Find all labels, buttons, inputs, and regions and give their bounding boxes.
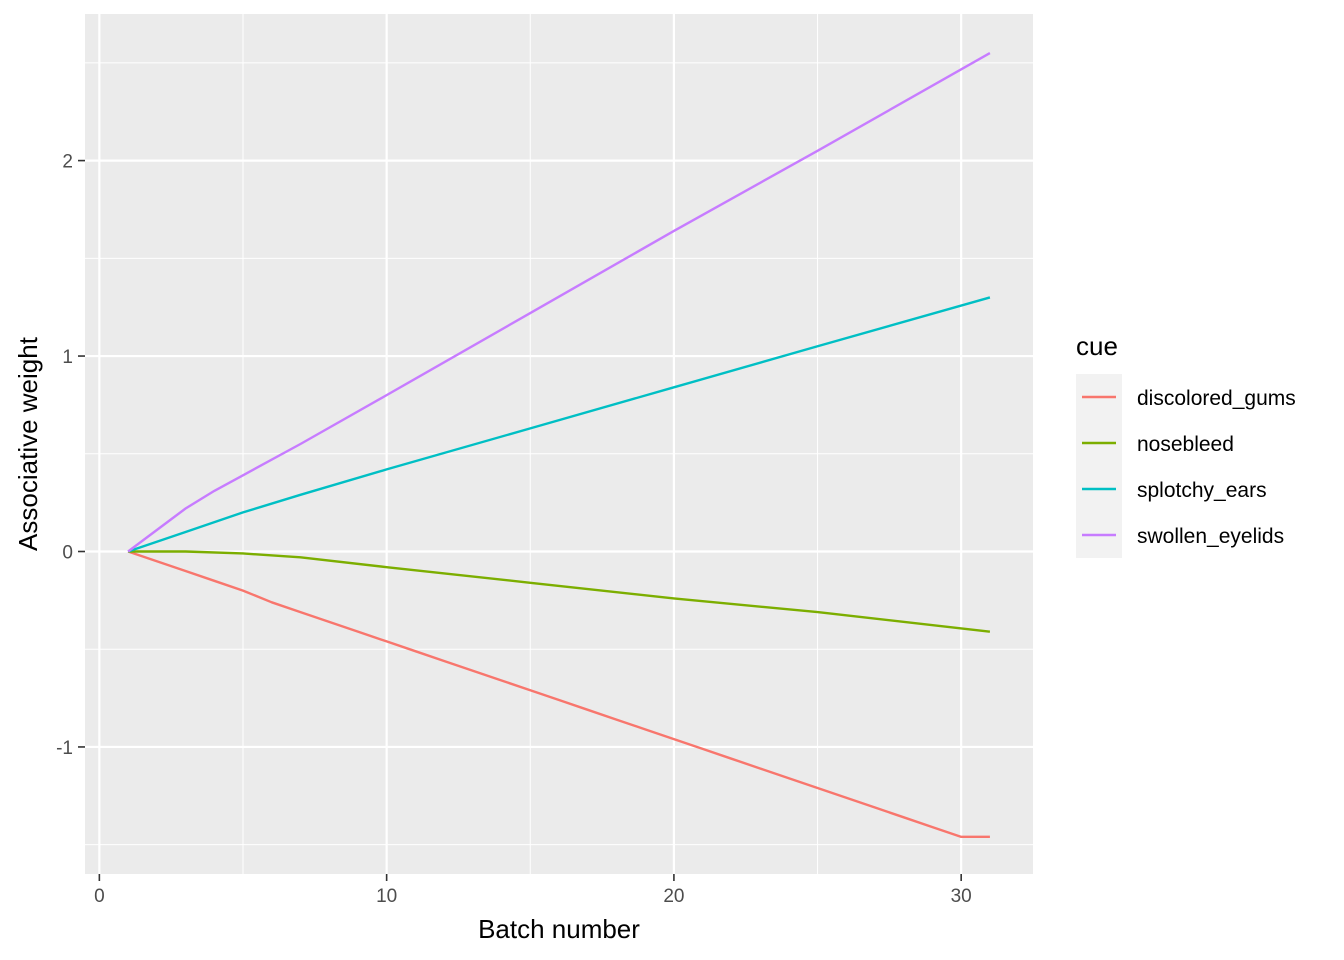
series-line-splotchy_ears	[127, 296, 991, 553]
y-axis-title: Associative weight	[13, 336, 43, 551]
major-gridlines	[85, 14, 1033, 874]
legend-label-discolored_gums: discolored_gums	[1137, 387, 1296, 410]
y-tick-label: -1	[56, 738, 73, 759]
y-tick-label: 0	[62, 543, 73, 564]
x-axis: 0 10 20 30	[94, 874, 972, 907]
legend-label-nosebleed: nosebleed	[1137, 433, 1234, 456]
legend-keys-background	[1076, 374, 1122, 558]
x-tick-label: 10	[376, 886, 397, 907]
plot-panel	[85, 14, 1033, 874]
legend-title: cue	[1076, 331, 1118, 361]
x-tick-label: 30	[951, 886, 972, 907]
minor-gridlines	[85, 14, 1033, 874]
y-axis: -1 0 1 2	[56, 152, 85, 759]
legend-label-swollen_eyelids: swollen_eyelids	[1137, 525, 1284, 548]
series-line-discolored_gums	[127, 550, 990, 839]
legend-items: discolored_gums nosebleed splotchy_earsswo…	[1082, 387, 1296, 548]
x-tick-label: 0	[94, 886, 105, 907]
x-axis-title: Batch number	[478, 914, 640, 944]
legend-label-splotchy_ears: splotchy_ears	[1137, 479, 1267, 502]
y-tick-label: 2	[62, 152, 73, 173]
y-tick-label: 1	[62, 347, 73, 368]
series-line-nosebleed	[128, 550, 991, 633]
x-tick-label: 20	[663, 886, 684, 907]
series-lines	[127, 52, 991, 839]
series-line-swollen_eyelids	[127, 52, 991, 553]
legend: cue discolored_gums nosebleed splotchy_ear…	[1076, 331, 1296, 558]
